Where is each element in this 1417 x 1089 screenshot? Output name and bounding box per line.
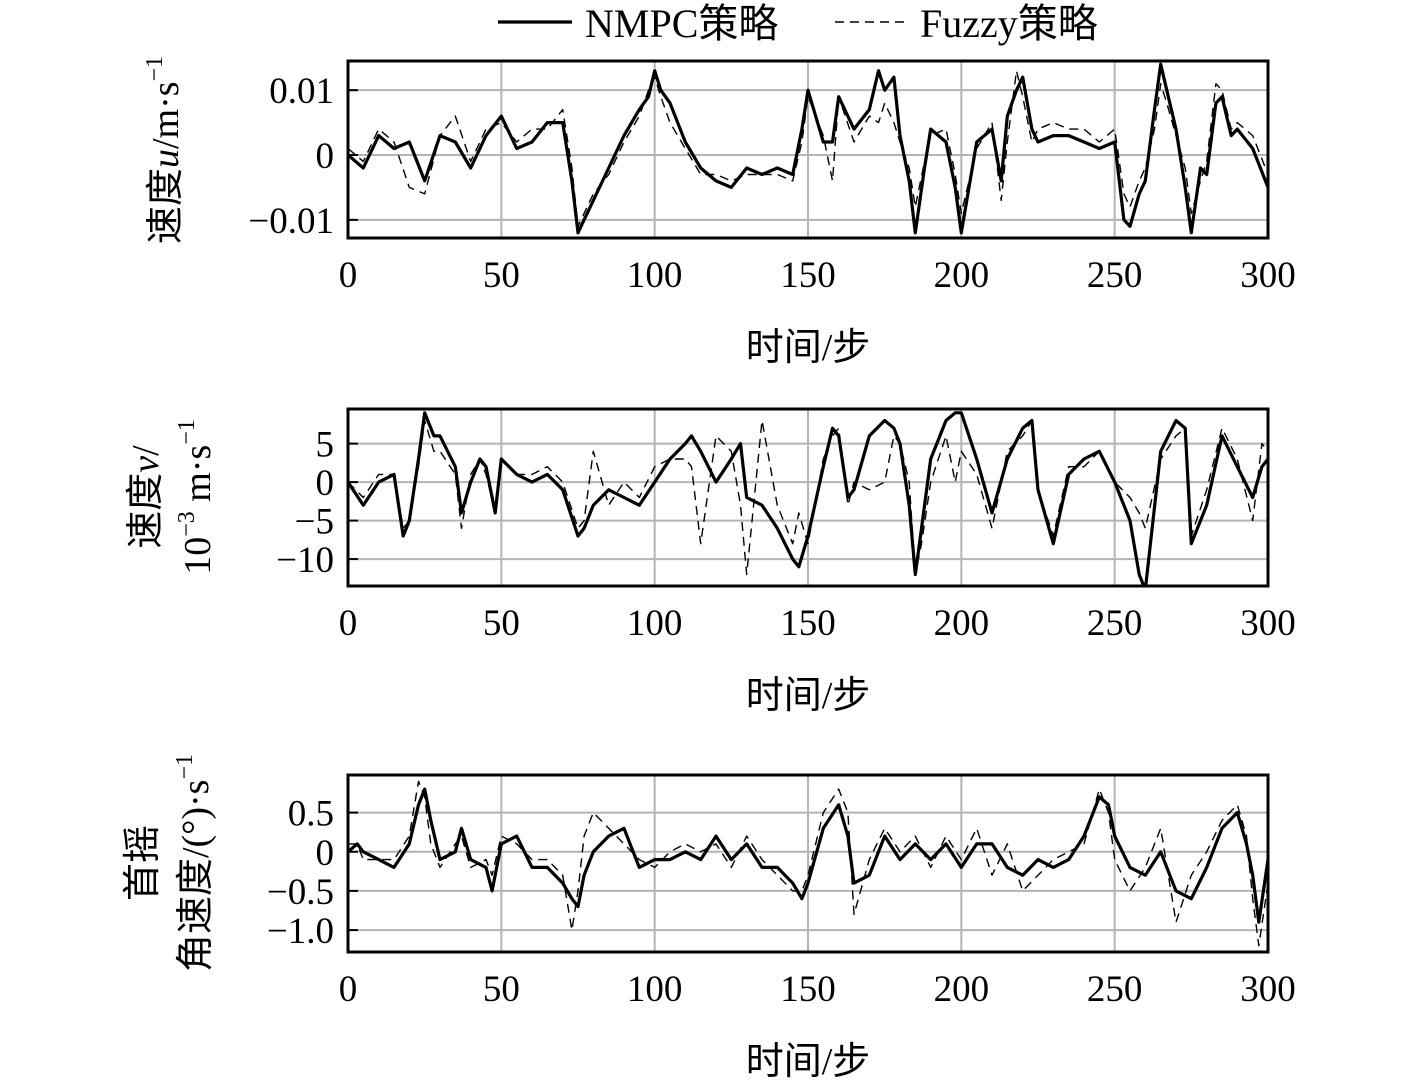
legend: NMPC策略 Fuzzy策略 <box>498 1 1098 46</box>
y-axis-label: 速度v/ <box>125 445 167 549</box>
legend-label-fuzzy: Fuzzy策略 <box>920 1 1098 46</box>
x-axis-label: 时间/步 <box>746 675 871 717</box>
y-tick-label: 0 <box>316 463 335 504</box>
plot-frame <box>346 773 1270 954</box>
x-tick-label: 150 <box>780 603 836 644</box>
y-tick-label: 0 <box>316 833 335 874</box>
x-tick-label: 250 <box>1087 969 1143 1010</box>
x-tick-label: 300 <box>1240 603 1296 644</box>
x-tick-label: 100 <box>627 603 683 644</box>
x-tick-label: 200 <box>934 603 990 644</box>
panel-yaw-rate: 首摇 角速度/(°)·s−1 0 50 100 150 200 250 3000.50−0.… <box>122 754 1296 1083</box>
x-tick-label: 0 <box>339 969 358 1010</box>
y-axis-label-line-2: 10−3 m·s−1 <box>174 419 219 575</box>
x-tick-label: 50 <box>483 603 520 644</box>
x-tick-label: 0 <box>339 603 358 644</box>
series-line-nmpc <box>348 411 1268 586</box>
y-tick-label: 0.01 <box>269 71 334 112</box>
y-axis-label: 速度u/m·s−1 <box>142 56 187 244</box>
y-axis-label: 首摇 <box>122 825 164 901</box>
x-axis-label: 时间/步 <box>746 1041 871 1083</box>
x-tick-label: 100 <box>627 255 683 296</box>
series-line-nmpc <box>348 787 1268 924</box>
x-tick-label: 300 <box>1240 255 1296 296</box>
series-line-fuzzy <box>348 70 1268 227</box>
x-tick-label: 50 <box>483 969 520 1010</box>
x-axis-label: 时间/步 <box>746 327 871 369</box>
x-tick-label: 100 <box>627 969 683 1010</box>
x-tick-label: 250 <box>1087 603 1143 644</box>
x-tick-label: 150 <box>780 969 836 1010</box>
x-tick-label: 250 <box>1087 255 1143 296</box>
series-line-nmpc <box>348 62 1268 235</box>
y-tick-label: −5 <box>295 502 334 543</box>
series-line-fuzzy <box>348 780 1268 947</box>
y-tick-label: −0.01 <box>248 201 334 242</box>
x-tick-label: 200 <box>934 969 990 1010</box>
x-tick-label: 150 <box>780 255 836 296</box>
x-tick-label: 200 <box>934 255 990 296</box>
y-tick-label: 0.5 <box>288 794 334 835</box>
y-tick-label: 0 <box>316 136 335 177</box>
y-tick-label: −1.0 <box>267 911 334 952</box>
y-tick-label: −0.5 <box>267 872 334 913</box>
y-tick-label: 5 <box>316 425 335 466</box>
y-tick-label: −10 <box>276 540 334 581</box>
x-tick-label: 50 <box>483 255 520 296</box>
y-axis-label-line-2: 角速度/(°)·s−1 <box>172 754 217 972</box>
legend-label-nmpc: NMPC策略 <box>585 1 778 46</box>
plot-frame <box>346 407 1270 588</box>
x-tick-label: 300 <box>1240 969 1296 1010</box>
plot-frame <box>346 59 1270 240</box>
x-tick-label: 0 <box>339 255 358 296</box>
panel-speed-u: 速度u/m·s−1 0 50 100 150 200 250 3000.010−0.01时间… <box>142 56 1296 369</box>
panel-speed-v: 速度v/ 10−3 m·s−1 0 50 100 150 200 250 30050−5−1… <box>125 407 1296 717</box>
